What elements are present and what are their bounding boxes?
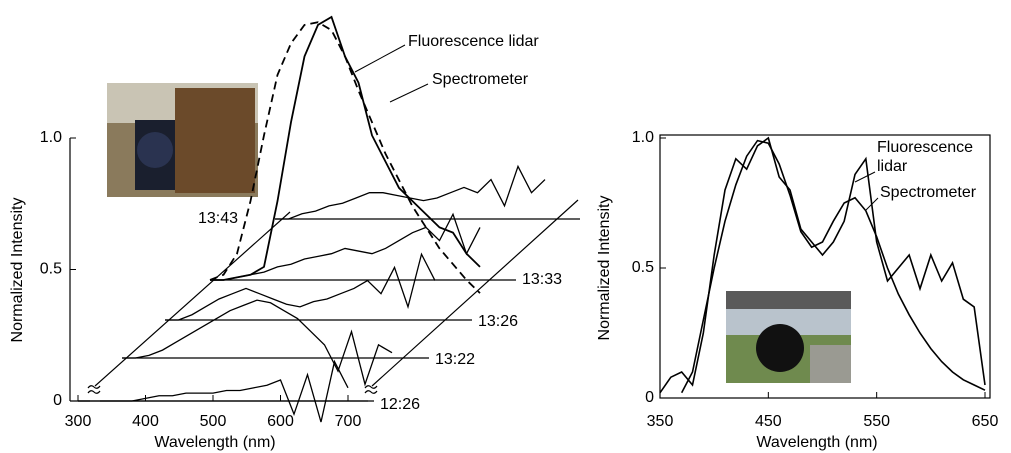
x-tick-label: 650	[972, 413, 999, 430]
x-tick-label: 700	[335, 413, 362, 430]
spectrum-line	[78, 359, 349, 423]
spectrum-line	[210, 212, 481, 281]
series-label: 13:22	[435, 351, 475, 368]
spectrum-line	[165, 252, 436, 321]
depth-axis	[371, 199, 579, 387]
x-tick-label: 300	[65, 413, 92, 430]
photo-right	[726, 291, 851, 383]
leader-line	[865, 197, 879, 211]
x-axis-title: Wavelength (nm)	[154, 434, 275, 451]
series-label: 13:26	[478, 313, 518, 330]
x-tick-label: 550	[863, 413, 890, 430]
y-axis-title: Normalized Intensity	[9, 198, 26, 343]
x-tick-label: 500	[200, 413, 227, 430]
y-tick-label: 1.0	[632, 129, 654, 146]
series-label: Spectrometer	[880, 184, 977, 201]
plot-frame	[659, 134, 991, 399]
photo-left	[107, 83, 258, 197]
x-axis-title: Wavelength (nm)	[756, 434, 877, 451]
spectrum-line	[122, 299, 393, 387]
series-label: Fluorescence lidar	[877, 139, 973, 175]
y-tick-label: 0.5	[632, 259, 654, 276]
x-tick-label: 450	[755, 413, 782, 430]
series-label: 13:43	[198, 210, 238, 227]
y-tick-label: 0.5	[40, 261, 62, 278]
x-tick-label: 350	[647, 413, 674, 430]
spectrum-line	[275, 164, 546, 220]
y-tick-label: 0	[645, 389, 654, 406]
axis-break	[364, 385, 378, 394]
y-tick-label: 1.0	[40, 129, 62, 146]
series-label: 13:33	[522, 271, 562, 288]
spectrum-line	[659, 136, 986, 394]
x-tick-label: 600	[267, 413, 294, 430]
series-label: Spectrometer	[432, 71, 529, 88]
x-tick-label: 400	[132, 413, 159, 430]
series-label: Fluorescence lidar	[408, 33, 539, 50]
depth-axis	[94, 211, 291, 387]
spectrum-line	[680, 139, 986, 394]
y-tick-label: 0	[53, 392, 62, 409]
series-label: 12:26	[380, 396, 420, 413]
axis-break	[87, 385, 101, 394]
leader-line	[389, 83, 429, 103]
y-axis-title: Normalized Intensity	[596, 196, 613, 341]
spectrum-line	[209, 21, 481, 294]
leader-line	[354, 44, 406, 73]
leader-line	[854, 171, 876, 183]
